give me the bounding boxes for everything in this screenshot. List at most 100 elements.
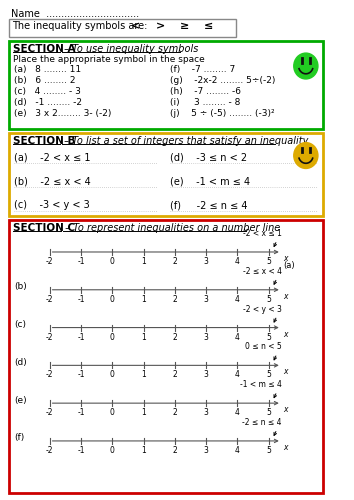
Text: (a)    -2 < x ≤ 1: (a) -2 < x ≤ 1 (15, 152, 91, 162)
Bar (9, 220, 322, 492)
Text: <: < (131, 22, 141, 32)
Text: 5: 5 (266, 294, 271, 304)
Text: 5: 5 (266, 446, 271, 455)
Text: 5: 5 (266, 408, 271, 417)
Text: 2: 2 (172, 294, 177, 304)
Text: x: x (284, 330, 288, 338)
Text: 4: 4 (235, 332, 240, 342)
Text: x: x (284, 405, 288, 414)
Text: x: x (284, 443, 288, 452)
Text: >: > (155, 22, 165, 32)
Text: 4: 4 (235, 408, 240, 417)
Text: SECTION A: SECTION A (12, 44, 75, 54)
Text: 1: 1 (141, 257, 146, 266)
Text: (e)    -1 < m ≤ 4: (e) -1 < m ≤ 4 (170, 176, 250, 186)
Text: 0 ≤ n < 5: 0 ≤ n < 5 (245, 342, 282, 351)
Text: -1: -1 (77, 408, 85, 417)
Text: -2 ≤ x < 4: -2 ≤ x < 4 (243, 267, 282, 276)
Text: (c)    -3 < y < 3: (c) -3 < y < 3 (15, 200, 90, 210)
Text: (j)    5 ÷ (-5) ........ (-3)²: (j) 5 ÷ (-5) ........ (-3)² (170, 109, 275, 118)
Text: -2: -2 (46, 408, 53, 417)
Text: -1: -1 (77, 332, 85, 342)
Text: ≥: ≥ (179, 22, 189, 32)
Text: x: x (284, 292, 288, 301)
Text: 5: 5 (266, 370, 271, 380)
Text: 2: 2 (172, 332, 177, 342)
Bar (9, 20, 236, 37)
Text: 1: 1 (141, 408, 146, 417)
Text: (c): (c) (15, 320, 27, 329)
Text: 5: 5 (266, 257, 271, 266)
Text: -1: -1 (77, 294, 85, 304)
Text: -2: -2 (46, 294, 53, 304)
Text: (g)    -2x-2 ........ 5÷(-2): (g) -2x-2 ........ 5÷(-2) (170, 76, 276, 85)
Text: The inequality symbols are:: The inequality symbols are: (12, 22, 148, 32)
Text: (i)     3 ........ - 8: (i) 3 ........ - 8 (170, 98, 241, 107)
Bar (9, 41, 322, 128)
Text: 4: 4 (235, 446, 240, 455)
Text: 1: 1 (141, 294, 146, 304)
Text: (a)   8 ........ 11: (a) 8 ........ 11 (15, 65, 81, 74)
Text: Name  ...............................: Name ............................... (11, 10, 139, 20)
Text: 2: 2 (172, 370, 177, 380)
Text: 0: 0 (110, 332, 115, 342)
Text: (c)   4 ........ - 3: (c) 4 ........ - 3 (15, 87, 81, 96)
Text: 0: 0 (110, 257, 115, 266)
Text: -2: -2 (46, 257, 53, 266)
Text: 1: 1 (141, 370, 146, 380)
Text: 0: 0 (110, 446, 115, 455)
Text: (d)    -3 ≤ n < 2: (d) -3 ≤ n < 2 (170, 152, 247, 162)
Text: (e): (e) (15, 396, 27, 404)
Text: -2: -2 (46, 332, 53, 342)
Circle shape (294, 53, 318, 79)
Text: (b): (b) (15, 282, 27, 292)
Text: -1 < m ≤ 4: -1 < m ≤ 4 (240, 380, 282, 389)
Text: 4: 4 (235, 370, 240, 380)
Text: 4: 4 (235, 294, 240, 304)
Text: -2 < x ≤ 1: -2 < x ≤ 1 (243, 229, 282, 238)
Text: (f): (f) (15, 434, 25, 442)
Text: 3: 3 (204, 370, 209, 380)
Text: -2: -2 (46, 446, 53, 455)
Text: (h)    -7 ........ -6: (h) -7 ........ -6 (170, 87, 241, 96)
Text: -1: -1 (77, 370, 85, 380)
Text: SECTION B: SECTION B (12, 136, 75, 145)
Text: 0: 0 (110, 408, 115, 417)
Bar (9, 132, 322, 216)
Text: (d): (d) (15, 358, 27, 367)
Text: – To represent inequalities on a number line: – To represent inequalities on a number … (62, 223, 280, 233)
Text: 5: 5 (266, 332, 271, 342)
Text: 1: 1 (141, 446, 146, 455)
Text: -1: -1 (77, 257, 85, 266)
Text: -2 ≤ n ≤ 4: -2 ≤ n ≤ 4 (242, 418, 282, 427)
Text: ≤: ≤ (204, 22, 213, 32)
Text: 4: 4 (235, 257, 240, 266)
Text: (f)    -7 ........ 7: (f) -7 ........ 7 (170, 65, 235, 74)
Text: 0: 0 (110, 294, 115, 304)
Text: 3: 3 (204, 257, 209, 266)
Text: SECTION C: SECTION C (12, 223, 75, 233)
Circle shape (294, 142, 318, 169)
Text: 3: 3 (204, 332, 209, 342)
Text: (b)   6 ........ 2: (b) 6 ........ 2 (15, 76, 76, 85)
Text: -2 < y < 3: -2 < y < 3 (243, 304, 282, 314)
Text: 3: 3 (204, 294, 209, 304)
Text: 1: 1 (141, 332, 146, 342)
Text: 2: 2 (172, 408, 177, 417)
Text: 3: 3 (204, 408, 209, 417)
Text: -2: -2 (46, 370, 53, 380)
Text: – To list a set of integers that satisfy an inequality: – To list a set of integers that satisfy… (61, 136, 308, 145)
Text: 2: 2 (172, 257, 177, 266)
Text: Place the appropriate symbol in the space: Place the appropriate symbol in the spac… (12, 55, 204, 64)
Text: x: x (284, 254, 288, 263)
Text: (b)    -2 ≤ x < 4: (b) -2 ≤ x < 4 (15, 176, 91, 186)
Text: 3: 3 (204, 446, 209, 455)
Text: (a): (a) (284, 261, 295, 270)
Text: (e)   3 x 2........ 3- (-2): (e) 3 x 2........ 3- (-2) (15, 109, 112, 118)
Text: 2: 2 (172, 446, 177, 455)
Text: 0: 0 (110, 370, 115, 380)
Text: (d)   -1 ........ -2: (d) -1 ........ -2 (15, 98, 82, 107)
Text: (f)     -2 ≤ n ≤ 4: (f) -2 ≤ n ≤ 4 (170, 200, 248, 210)
Text: -1: -1 (77, 446, 85, 455)
Text: – To use inequality symbols: – To use inequality symbols (61, 44, 198, 54)
